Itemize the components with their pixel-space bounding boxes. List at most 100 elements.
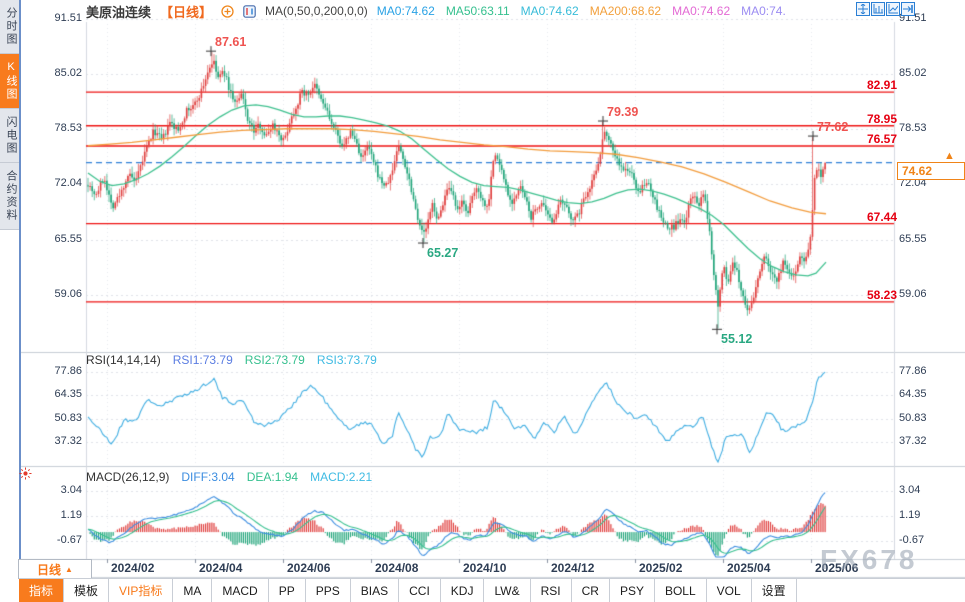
ma-formula: MA(0,50,0,200,0,0) (265, 4, 368, 18)
sr-level-label: 78.95 (866, 111, 897, 126)
toolbar-tab-模板[interactable]: 模板 (64, 579, 110, 602)
macd-axis-label-right: -0.67 (899, 534, 925, 547)
price-axis-label-right: 65.55 (899, 232, 927, 245)
ma-legend-item-2: MA50:63.11 (445, 4, 510, 18)
sidebar-tab-3[interactable]: 闪电图 (0, 109, 19, 163)
toolbar-tab-CCI[interactable]: CCI (399, 579, 441, 602)
macd-axis-label-left: 1.19 (60, 509, 82, 521)
indicator-toolbar: 指标 模板 VIP指标 MA MACD PP PPS BIAS CCI KDJ LW& RSI CR PS… (19, 578, 965, 602)
scroll-to-latest-marker[interactable]: ▲ (944, 150, 955, 162)
sr-level-label: 58.23 (866, 287, 897, 302)
date-axis-label: 2024/06 (287, 561, 331, 575)
date-axis-label: 2024/04 (199, 561, 243, 575)
price-axis-label-left: 59.06 (54, 287, 82, 300)
rsi-axis-label-right: 50.83 (899, 411, 927, 424)
macd-axis-label-right: 1.19 (899, 509, 921, 521)
macd-legend-item-1: DIFF:3.04 (181, 470, 235, 484)
sidebar-tab-4[interactable]: 合约资料 (0, 163, 19, 230)
ma-legend: MA0:74.62 MA50:63.11 MA0:74.62 MA200:68.62 M… (377, 4, 786, 18)
instrument-title: 美原油连续 (86, 4, 152, 20)
toolbar-tab-KDJ[interactable]: KDJ (441, 579, 485, 602)
toolbar-tab-BOLL[interactable]: BOLL (655, 579, 707, 602)
sidebar-tab-1[interactable]: 分时图 (0, 0, 19, 54)
date-axis-label: 2024/02 (111, 561, 155, 575)
pan-tool-icon[interactable] (856, 2, 870, 16)
toolbar-tab-BIAS[interactable]: BIAS (351, 579, 400, 602)
toolbar-tab-MACD[interactable]: MACD (212, 579, 269, 602)
sidebar-tab-2[interactable]: K线图 (0, 54, 19, 109)
sr-level-label: 67.44 (866, 209, 897, 224)
rsi-formula: RSI(14,14,14) (86, 353, 161, 367)
chart-header: 美原油连续 【日线】 MA(0,50,0,200,0,0) MA0:74.62 M… (86, 0, 786, 22)
toolbar-tab-设置[interactable]: 设置 (752, 579, 797, 602)
chart-tool-icons (856, 2, 915, 16)
macd-legend-item-2: DEA:1.94 (246, 470, 299, 484)
toolbar-tab-CR[interactable]: CR (572, 579, 610, 602)
ma-legend-item-5: MA0:74.62 (672, 4, 731, 18)
date-axis-label: 2025/06 (815, 561, 859, 575)
sr-level-label: 76.57 (866, 131, 897, 146)
rsi-axis-label-left: 64.35 (54, 388, 82, 401)
chevron-up-icon: ▲ (65, 564, 73, 574)
swing-price-label: 87.61 (215, 35, 247, 50)
rsi-legend-item-1: RSI1:73.79 (172, 353, 233, 367)
add-indicator-icon[interactable] (221, 4, 234, 18)
price-axis-label-left: 91.51 (54, 12, 82, 24)
go-to-latest-icon[interactable] (901, 2, 915, 16)
period-tag: 【日线】 (160, 4, 213, 20)
toolbar-tab-PSY[interactable]: PSY (610, 579, 655, 602)
date-axis-label: 2024/12 (551, 561, 595, 575)
price-axis-label-left: 85.02 (54, 67, 82, 80)
macd-legend-item-3: MACD:2.21 (310, 470, 373, 484)
toolbar-tab-RSI[interactable]: RSI (531, 579, 572, 602)
macd-axis-label-left: -0.67 (56, 534, 82, 547)
kline-style-icon[interactable] (243, 4, 256, 18)
swing-price-label: 65.27 (427, 246, 459, 261)
price-axis-label-left: 78.53 (54, 122, 82, 135)
date-axis-label: 2025/04 (727, 561, 771, 575)
indicator-settings-icon[interactable] (19, 467, 32, 485)
rsi-panel-header: RSI(14,14,14) RSI1:73.79 RSI2:73.79 RSI3:7… (86, 352, 377, 368)
period-selector-label: 日线 (37, 562, 62, 577)
ma-legend-item-3: MA0:74.62 (520, 4, 579, 18)
toolbar-tab-VOL[interactable]: VOL (707, 579, 752, 602)
macd-axis-label-left: 3.04 (60, 484, 82, 496)
ma-legend-item-6: MA0:74. (741, 4, 786, 18)
date-axis-label: 2024/10 (463, 561, 507, 575)
date-axis-label: 2024/08 (375, 561, 419, 575)
sr-level-label: 82.91 (866, 78, 897, 93)
zoom-y-axis-icon[interactable] (886, 2, 900, 16)
rsi-legend-item-2: RSI2:73.79 (244, 353, 305, 367)
macd-formula: MACD(26,12,9) (86, 470, 170, 484)
toolbar-tab-指标[interactable]: 指标 (19, 579, 65, 602)
rsi-axis-label-right: 64.35 (899, 388, 927, 401)
ma-legend-item-4: MA200:68.62 (589, 4, 662, 18)
rsi-legend-item-3: RSI3:73.79 (316, 353, 377, 367)
toolbar-tab-VIP指标[interactable]: VIP指标 (109, 579, 174, 602)
rsi-axis-label-left: 37.32 (54, 435, 82, 447)
macd-panel-header: MACD(26,12,9) DIFF:3.04 DEA:1.94 MACD:2.21 (86, 469, 372, 485)
rsi-axis-label-left: 50.83 (54, 411, 82, 424)
toolbar-tab-LW&[interactable]: LW& (484, 579, 531, 602)
price-axis-label-right: 85.02 (899, 67, 927, 80)
date-axis-label: 2025/02 (639, 561, 683, 575)
swing-price-label: 55.12 (721, 332, 753, 347)
ma-legend-item-1: MA0:74.62 (376, 4, 435, 18)
price-axis-label-right: 72.04 (899, 177, 927, 190)
chart-type-sidebar: 分时图 K线图 闪电图 合约资料 (0, 0, 21, 602)
price-axis-label-right: 78.53 (899, 122, 927, 135)
toolbar-tab-MA[interactable]: MA (173, 579, 213, 602)
price-axis-label-left: 65.55 (54, 232, 82, 245)
period-selector[interactable]: 日线 ▲ (18, 559, 92, 579)
rsi-axis-label-right: 77.86 (899, 365, 927, 377)
swing-price-label: 77.62 (817, 120, 849, 135)
zoom-x-axis-icon[interactable] (871, 2, 885, 16)
price-axis-label-right: 59.06 (899, 287, 927, 300)
toolbar-tab-PP[interactable]: PP (269, 579, 306, 602)
macd-axis-label-right: 3.04 (899, 484, 921, 496)
toolbar-tab-PPS[interactable]: PPS (306, 579, 351, 602)
current-price-tag: 74.62 (897, 162, 965, 180)
